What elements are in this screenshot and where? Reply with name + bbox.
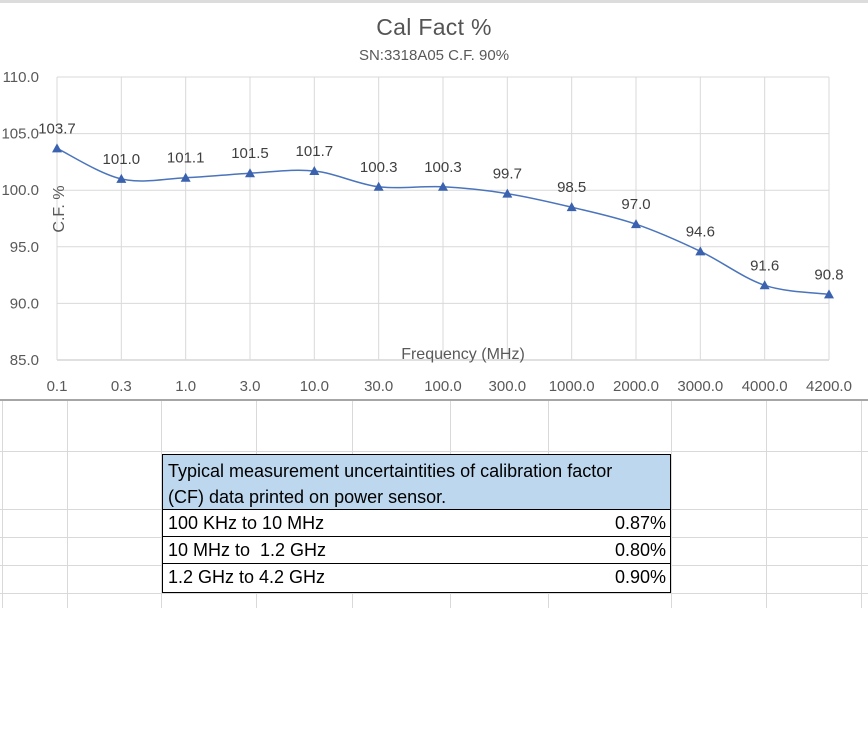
data-point-label: 90.8 bbox=[814, 266, 843, 283]
data-point-label: 97.0 bbox=[621, 196, 650, 213]
x-axis-tick-label: 1000.0 bbox=[549, 378, 595, 395]
uncertainty-table[interactable]: Typical measurement uncertaintities of c… bbox=[162, 454, 671, 593]
data-point-label: 91.6 bbox=[750, 257, 779, 274]
chart-plot-area: 110.0 105.0 100.0 95.0 90.0 85.0 0.1 0.3 1.0 3.0 1… bbox=[1, 69, 852, 395]
sheet-column-gridline bbox=[671, 401, 672, 608]
sheet-row-gridline bbox=[0, 593, 868, 594]
y-axis-tick-label: 85.0 bbox=[10, 352, 39, 369]
y-axis-tick-label: 105.0 bbox=[1, 126, 39, 143]
data-point-label: 101.1 bbox=[167, 150, 205, 167]
data-point-label: 103.7 bbox=[38, 120, 76, 137]
uncertainty-row[interactable]: 100 KHz to 10 MHz 0.87% bbox=[163, 510, 670, 537]
uncertainty-value-cell[interactable]: 0.90% bbox=[614, 567, 666, 587]
data-point-marker bbox=[695, 246, 706, 256]
x-axis-tick-label: 30.0 bbox=[364, 378, 393, 395]
y-axis-title: C.F. % bbox=[51, 185, 68, 232]
sheet-column-gridline bbox=[67, 401, 68, 608]
chart-subtitle: SN:3318A05 C.F. 90% bbox=[358, 47, 510, 64]
data-point-label: 100.3 bbox=[424, 159, 462, 176]
x-axis-tick-label: 0.3 bbox=[111, 378, 132, 395]
sheet-column-gridline bbox=[2, 401, 3, 608]
chart-border bbox=[0, 0, 868, 3]
data-point-label: 101.0 bbox=[103, 151, 141, 168]
data-point-label: 99.7 bbox=[493, 166, 522, 183]
y-axis-tick-label: 100.0 bbox=[1, 182, 39, 199]
uncertainty-value-cell[interactable]: 0.80% bbox=[614, 539, 666, 560]
data-point-marker bbox=[180, 172, 191, 182]
data-point-marker bbox=[502, 188, 513, 198]
data-point-label: 94.6 bbox=[686, 223, 715, 240]
chart-border bbox=[0, 399, 868, 401]
data-point-marker bbox=[373, 181, 384, 191]
sheet-column-gridline bbox=[161, 401, 162, 608]
frequency-range-cell[interactable]: 10 MHz to 1.2 GHz bbox=[168, 539, 327, 560]
cal-fact-chart[interactable]: 110.0 105.0 100.0 95.0 90.0 85.0 0.1 0.3 1.0 3.0 1… bbox=[0, 0, 868, 401]
sheet-column-gridline bbox=[766, 401, 767, 608]
x-axis-tick-label: 100.0 bbox=[424, 378, 462, 395]
x-axis-tick-label: 0.1 bbox=[47, 378, 68, 395]
x-axis-tick-label: 10.0 bbox=[300, 378, 329, 395]
x-axis-tick-label: 3.0 bbox=[240, 378, 261, 395]
data-point-marker bbox=[245, 168, 255, 178]
x-axis-tick-label: 2000.0 bbox=[613, 378, 659, 395]
x-axis-title: Frequency (MHz) bbox=[401, 346, 525, 363]
uncertainty-table-header[interactable]: Typical measurement uncertaintities of c… bbox=[163, 455, 670, 510]
data-point-marker bbox=[438, 181, 448, 191]
x-axis-tick-label: 1.0 bbox=[175, 378, 196, 395]
data-point-marker bbox=[309, 165, 320, 175]
uncertainty-row[interactable]: 1.2 GHz to 4.2 GHz 0.90% bbox=[163, 564, 670, 591]
frequency-range-cell[interactable]: 1.2 GHz to 4.2 GHz bbox=[168, 567, 326, 587]
x-axis-tick-label: 4000.0 bbox=[742, 378, 788, 395]
x-axis-tick-label: 3000.0 bbox=[677, 378, 723, 395]
sheet-column-gridline bbox=[861, 401, 862, 608]
sheet-row-gridline bbox=[0, 451, 868, 452]
x-axis-tick-label: 300.0 bbox=[489, 378, 527, 395]
data-point-marker bbox=[631, 219, 641, 229]
chart-title: Cal Fact % bbox=[376, 14, 492, 40]
uncertainty-row[interactable]: 10 MHz to 1.2 GHz 0.80% bbox=[163, 537, 670, 564]
uncertainty-value-cell[interactable]: 0.87% bbox=[614, 512, 666, 533]
frequency-range-cell[interactable]: 100 KHz to 10 MHz bbox=[168, 512, 325, 533]
data-point-marker bbox=[52, 143, 62, 153]
uncertainty-header-line-2: (CF) data printed on power sensor. bbox=[168, 487, 447, 507]
data-point-label: 101.7 bbox=[296, 143, 334, 160]
x-axis-tick-label: 4200.0 bbox=[806, 378, 852, 395]
y-axis-tick-label: 90.0 bbox=[10, 295, 39, 312]
data-point-marker bbox=[759, 280, 770, 290]
uncertainty-header-line-1: Typical measurement uncertaintities of c… bbox=[168, 461, 613, 481]
y-axis-tick-label: 110.0 bbox=[3, 69, 39, 86]
y-axis-tick-label: 95.0 bbox=[10, 239, 39, 256]
data-point-marker bbox=[566, 202, 577, 212]
data-point-label: 101.5 bbox=[231, 145, 269, 162]
data-point-marker bbox=[116, 173, 127, 183]
data-point-label: 100.3 bbox=[360, 159, 398, 176]
data-point-marker bbox=[824, 289, 834, 299]
data-point-label: 98.5 bbox=[557, 179, 586, 196]
